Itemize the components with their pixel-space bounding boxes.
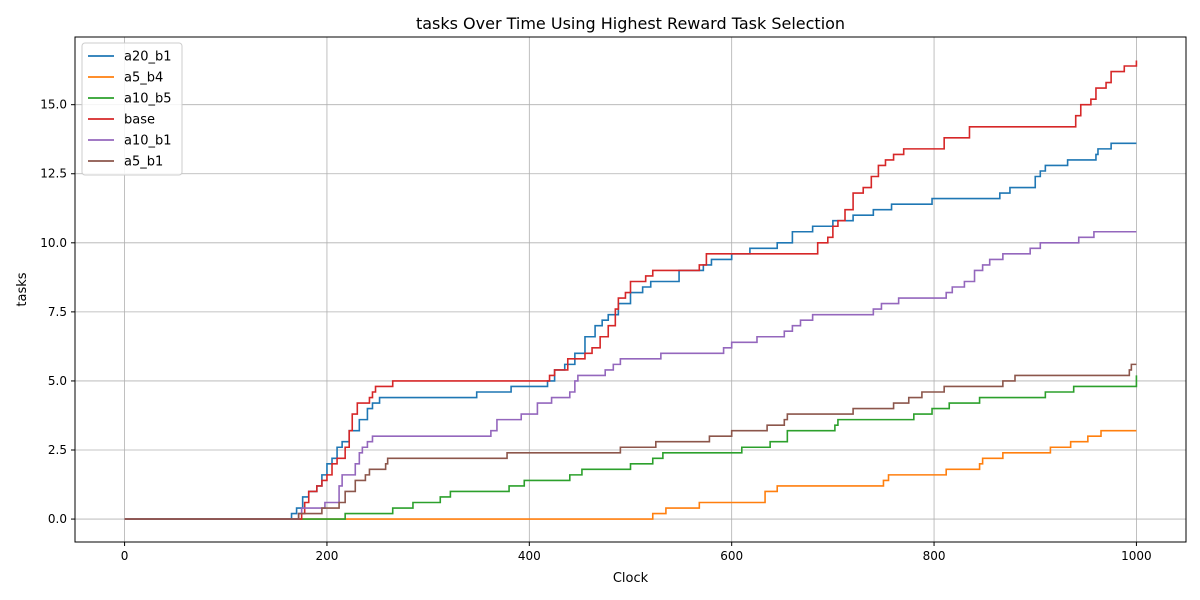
y-axis-ticks: 0.0 2.5 5.0 7.5 10.0 12.5 15.0: [40, 98, 75, 526]
series-line-a20-b1: [124, 142, 1137, 520]
y-tick-label: 0.0: [48, 512, 67, 526]
x-tick-label: 400: [518, 549, 541, 563]
y-tick-label: 2.5: [48, 443, 67, 457]
y-tick-label: 12.5: [40, 167, 67, 181]
y-tick-label: 5.0: [48, 374, 67, 388]
legend-label: a5_b4: [124, 71, 163, 86]
y-tick-label: 7.5: [48, 305, 67, 319]
grid-lines: [75, 37, 1186, 542]
x-tick-label: 600: [720, 549, 743, 563]
x-tick-label: 1000: [1121, 549, 1152, 563]
series-layer: [124, 60, 1138, 520]
legend-label: a5_b1: [124, 155, 163, 170]
series-line-a5-b1: [124, 363, 1137, 520]
series-line-a5-b4: [124, 429, 1137, 520]
y-tick-label: 15.0: [40, 98, 67, 112]
x-axis-label: Clock: [613, 571, 649, 586]
legend-label: a10_b5: [124, 92, 172, 107]
legend-label: a10_b1: [124, 134, 172, 149]
x-tick-label: 200: [315, 549, 338, 563]
series-line-a10-b1: [124, 230, 1137, 520]
x-axis-ticks: 0 200 400 600 800 1000: [121, 542, 1152, 563]
plot-frame: [74, 36, 1187, 543]
legend-label: a20_b1: [124, 50, 172, 65]
chart-title: tasks Over Time Using Highest Reward Tas…: [416, 14, 845, 33]
series-line-base: [124, 60, 1138, 520]
series-line-a10-b5: [124, 375, 1138, 520]
x-tick-label: 800: [923, 549, 946, 563]
x-tick-label: 0: [121, 549, 129, 563]
legend-label: base: [124, 113, 155, 128]
legend-box: [81, 42, 183, 176]
y-axis-label: tasks: [15, 272, 30, 306]
y-tick-label: 10.0: [40, 236, 67, 250]
